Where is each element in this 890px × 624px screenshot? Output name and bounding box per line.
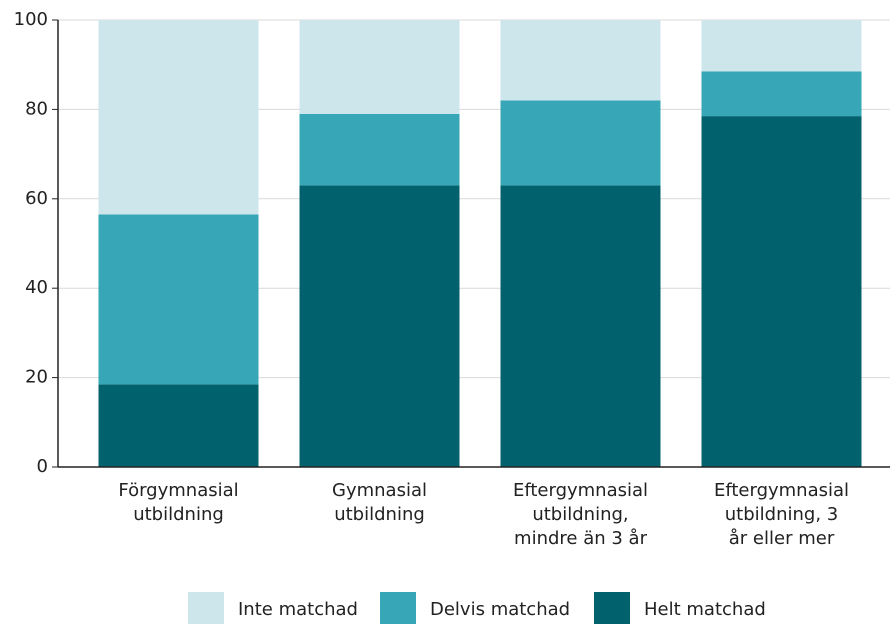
y-tick-label: 100 xyxy=(14,9,48,30)
bar-segment xyxy=(98,20,259,215)
legend-label: Inte matchad xyxy=(238,599,358,620)
legend-swatch xyxy=(594,592,630,624)
x-tick-label: Gymnasial utbildning xyxy=(332,480,427,525)
y-tick-label: 80 xyxy=(25,98,48,119)
bar-segment xyxy=(299,20,460,114)
x-tick-line: utbildning, xyxy=(532,504,628,525)
bar-segment xyxy=(98,384,259,467)
x-tick-line: utbildning, 3 xyxy=(725,504,838,525)
y-tick-label: 0 xyxy=(37,456,48,477)
y-tick-label: 20 xyxy=(25,367,48,388)
bar-segment xyxy=(299,185,460,467)
bar-segment xyxy=(500,100,661,186)
legend-swatch xyxy=(188,592,224,624)
x-tick-line: år eller mer xyxy=(729,528,835,549)
x-tick-label: Eftergymnasial utbildning, mindre än 3 år xyxy=(513,480,648,549)
x-tick-label: Förgymnasial utbildning xyxy=(118,480,238,525)
bar-segment xyxy=(299,113,460,186)
x-tick-line: Gymnasial xyxy=(332,480,427,501)
x-tick-line: Eftergymnasial xyxy=(513,480,648,501)
x-tick-line: utbildning xyxy=(133,504,224,525)
x-tick-label: Eftergymnasial utbildning, 3 år eller mer xyxy=(714,480,849,549)
bar-segment xyxy=(701,116,862,467)
y-tick-label: 60 xyxy=(25,188,48,209)
bar-segment xyxy=(98,214,259,385)
x-tick-line: utbildning xyxy=(334,504,425,525)
x-tick-line: mindre än 3 år xyxy=(514,528,648,549)
legend-swatch xyxy=(380,592,416,624)
legend-label: Delvis matchad xyxy=(430,599,570,620)
legend-label: Helt matchad xyxy=(644,599,766,620)
bar-segment xyxy=(701,71,862,117)
bar-segment xyxy=(500,185,661,467)
x-tick-line: Förgymnasial xyxy=(118,480,238,501)
bar-segment xyxy=(500,20,661,101)
y-tick-label: 40 xyxy=(25,277,48,298)
bar-segment xyxy=(701,20,862,72)
x-tick-line: Eftergymnasial xyxy=(714,480,849,501)
